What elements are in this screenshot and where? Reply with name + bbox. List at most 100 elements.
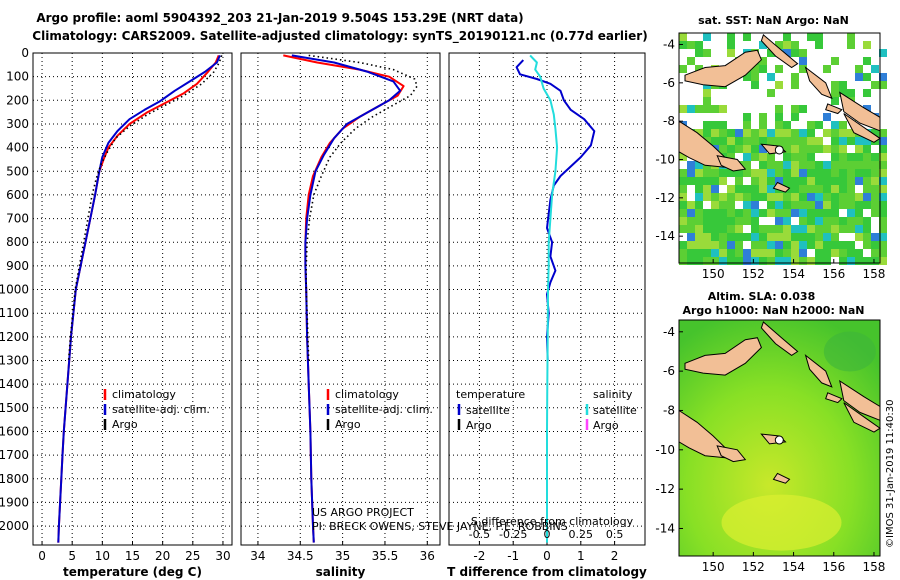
- sst-cell: [711, 217, 719, 225]
- sst-cell: [775, 225, 783, 233]
- sst-cell: [703, 225, 711, 233]
- sst-cell: [703, 233, 711, 241]
- sst-cell: [871, 81, 879, 89]
- sst-cell: [871, 65, 879, 73]
- sst-cell: [711, 137, 719, 145]
- sst-cell: [767, 177, 775, 185]
- y-tick-label: 1200: [0, 330, 29, 344]
- sst-cell: [775, 217, 783, 225]
- sst-cell: [863, 137, 871, 145]
- top-tick-label: 0.5: [606, 528, 624, 541]
- sst-cell: [727, 41, 735, 49]
- sst-cell: [815, 177, 823, 185]
- sst-cell: [767, 249, 775, 257]
- legend-label: satellite: [466, 404, 510, 417]
- sst-cell: [743, 153, 751, 161]
- sst-cell: [687, 201, 695, 209]
- legend-label: climatology: [112, 388, 176, 401]
- sst-cell: [727, 241, 735, 249]
- sst-cell: [815, 241, 823, 249]
- sst-cell: [863, 89, 871, 97]
- sst-cell: [679, 65, 687, 73]
- sst-cell: [807, 241, 815, 249]
- sst-cell: [791, 185, 799, 193]
- sst-cell: [863, 57, 871, 65]
- sst-cell: [759, 249, 767, 257]
- sst-cell: [847, 41, 855, 49]
- sst-cell: [735, 257, 743, 265]
- sst-cell: [815, 33, 823, 41]
- x-axis-label: T difference from climatology: [447, 565, 647, 579]
- header-line1: Argo profile: aoml 5904392_203 21-Jan-20…: [36, 11, 523, 26]
- y-tick-label: -12: [655, 191, 675, 205]
- sst-cell: [711, 129, 719, 137]
- sst-cell: [695, 49, 703, 57]
- y-tick-label: -14: [655, 229, 675, 243]
- sst-cell: [695, 233, 703, 241]
- sst-cell: [735, 145, 743, 153]
- sst-cell: [711, 225, 719, 233]
- sst-cell: [783, 177, 791, 185]
- sst-cell: [791, 161, 799, 169]
- sst-cell: [783, 217, 791, 225]
- sst-cell: [743, 113, 751, 121]
- y-tick-label: -6: [663, 76, 675, 90]
- land-mass: [716, 155, 747, 172]
- sst-cell: [687, 57, 695, 65]
- sst-cell: [727, 257, 735, 265]
- sst-cell: [847, 257, 855, 265]
- sst-cell: [719, 249, 727, 257]
- sst-cell: [791, 81, 799, 89]
- sst-cell: [807, 129, 815, 137]
- sst-cell: [815, 257, 823, 265]
- x-tick-label: 152: [742, 267, 765, 281]
- sst-cell: [751, 217, 759, 225]
- sst-cell: [839, 89, 847, 97]
- sst-cell: [807, 161, 815, 169]
- sst-cell: [679, 225, 687, 233]
- sst-cell: [759, 41, 767, 49]
- y-tick-label: 700: [6, 212, 29, 226]
- sst-cell: [767, 153, 775, 161]
- sst-cell: [743, 169, 751, 177]
- sst-cell: [799, 225, 807, 233]
- sst-cell: [823, 177, 831, 185]
- sst-cell: [687, 249, 695, 257]
- sst-cell: [847, 225, 855, 233]
- sst-cell: [735, 169, 743, 177]
- sst-cell: [775, 193, 783, 201]
- sst-cell: [687, 169, 695, 177]
- sst-cell: [751, 209, 759, 217]
- sst-cell: [815, 145, 823, 153]
- sst-cell: [831, 233, 839, 241]
- sst-cell: [815, 249, 823, 257]
- sst-cell: [703, 97, 711, 105]
- sst-cell: [823, 233, 831, 241]
- y-tick-label: 400: [6, 141, 29, 155]
- sst-cell: [807, 169, 815, 177]
- sst-cell: [775, 249, 783, 257]
- y-tick-label: -10: [655, 443, 675, 457]
- sst-cell: [871, 185, 879, 193]
- sst-cell: [791, 241, 799, 249]
- sst-cell: [695, 257, 703, 265]
- sst-cell: [711, 233, 719, 241]
- sst-cell: [791, 209, 799, 217]
- sst-cell: [839, 137, 847, 145]
- sst-cell: [831, 209, 839, 217]
- header-line2: Climatology: CARS2009. Satellite-adjuste…: [32, 29, 647, 44]
- sst-cell: [831, 89, 839, 97]
- sst-cell: [767, 137, 775, 145]
- sst-cell: [727, 185, 735, 193]
- top-tick-label: -0.25: [499, 528, 527, 541]
- sst-cell: [751, 249, 759, 257]
- y-tick-label: 300: [6, 117, 29, 131]
- sst-cell: [799, 137, 807, 145]
- sst-cell: [855, 65, 863, 73]
- sst-cell: [679, 33, 687, 41]
- x-tick-label: 156: [822, 267, 845, 281]
- sst-cell: [775, 81, 783, 89]
- sst-cell: [855, 249, 863, 257]
- sst-cell: [815, 225, 823, 233]
- sst-cell: [743, 193, 751, 201]
